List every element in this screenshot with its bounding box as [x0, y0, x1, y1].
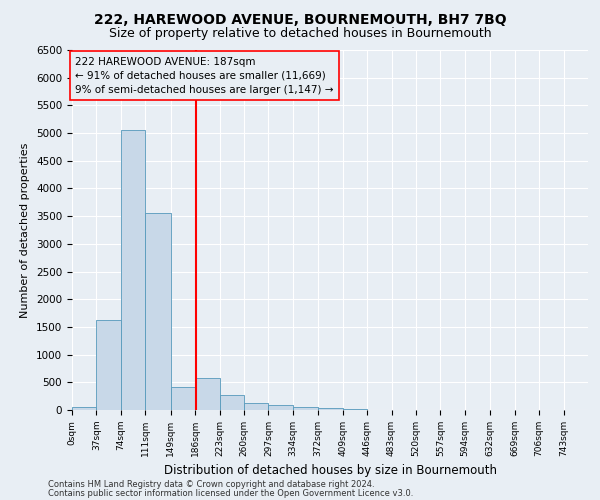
Bar	[220, 395, 244, 410]
Bar	[97, 320, 121, 410]
Bar	[318, 408, 343, 410]
Text: Contains public sector information licensed under the Open Government Licence v3: Contains public sector information licen…	[48, 488, 413, 498]
Text: Size of property relative to detached houses in Bournemouth: Size of property relative to detached ho…	[109, 28, 491, 40]
Bar	[268, 405, 293, 410]
Bar	[343, 409, 367, 410]
Bar	[195, 378, 220, 410]
Bar	[170, 386, 195, 410]
Bar	[145, 214, 170, 410]
Y-axis label: Number of detached properties: Number of detached properties	[20, 142, 31, 318]
Bar	[244, 404, 268, 410]
Text: 222, HAREWOOD AVENUE, BOURNEMOUTH, BH7 7BQ: 222, HAREWOOD AVENUE, BOURNEMOUTH, BH7 7…	[94, 12, 506, 26]
Text: 222 HAREWOOD AVENUE: 187sqm
← 91% of detached houses are smaller (11,669)
9% of : 222 HAREWOOD AVENUE: 187sqm ← 91% of det…	[76, 56, 334, 94]
Bar	[72, 407, 97, 410]
X-axis label: Distribution of detached houses by size in Bournemouth: Distribution of detached houses by size …	[163, 464, 497, 477]
Bar	[293, 406, 318, 410]
Text: Contains HM Land Registry data © Crown copyright and database right 2024.: Contains HM Land Registry data © Crown c…	[48, 480, 374, 489]
Bar	[121, 130, 145, 410]
